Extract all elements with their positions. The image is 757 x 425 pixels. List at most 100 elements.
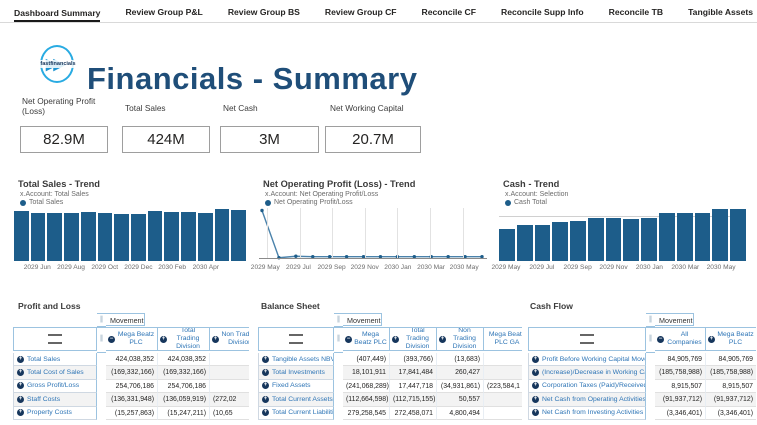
line-series[interactable] <box>259 208 487 261</box>
row-label[interactable]: + Corporation Taxes (Paid)/Received <box>528 379 646 394</box>
column-header[interactable]: + Total Trading Division <box>390 327 437 351</box>
expand-icon[interactable]: + <box>392 335 399 343</box>
row-label[interactable]: + Staff Costs <box>13 393 97 407</box>
row-label[interactable]: + Property Costs <box>13 406 97 420</box>
row-label[interactable]: + Total Sales <box>13 353 97 367</box>
chart-net-operating-profit-trend[interactable]: Net Operating Profit (Loss) - Trend x.Ac… <box>251 179 489 282</box>
bar[interactable] <box>659 213 675 261</box>
expand-icon[interactable]: + <box>708 335 715 343</box>
column-header[interactable]: − All Companies <box>655 327 706 351</box>
row-label[interactable]: + Total Current Liabilities <box>258 406 334 420</box>
expand-icon[interactable]: + <box>532 355 539 363</box>
tab-tangible-assets[interactable]: Tangible Assets <box>688 7 754 17</box>
expand-icon[interactable]: + <box>532 369 539 377</box>
row-label[interactable]: +Profit Before Working Capital Movement <box>528 353 646 367</box>
chart-total-sales-trend[interactable]: Total Sales - Trend x.Account: Total Sal… <box>12 179 248 282</box>
drag-handle-icon[interactable]: ∥ <box>334 313 343 327</box>
bar[interactable] <box>499 228 515 261</box>
row-label[interactable]: +(Increase)/Decrease in Working Capital <box>528 366 646 380</box>
bar[interactable] <box>694 212 711 261</box>
expand-icon[interactable]: + <box>212 335 219 343</box>
drag-handle-icon[interactable]: ∥ <box>334 327 343 353</box>
expand-icon[interactable]: + <box>262 395 269 403</box>
bar[interactable] <box>14 211 29 261</box>
bar[interactable] <box>231 210 246 261</box>
bar[interactable] <box>164 211 180 261</box>
tab-dashboard-summary[interactable]: Dashboard Summary <box>14 8 101 22</box>
bar[interactable] <box>64 213 79 261</box>
tab-review-group-p-l[interactable]: Review Group P&L <box>125 7 203 17</box>
expand-icon[interactable]: + <box>17 409 24 417</box>
chart-cash-trend[interactable]: Cash - Trend x.Account: Selection Cash T… <box>491 179 748 282</box>
bar[interactable] <box>641 218 658 261</box>
expand-icon[interactable]: + <box>17 369 24 377</box>
expand-icon[interactable]: + <box>532 409 539 417</box>
column-header[interactable]: + Mega Beatz PLC <box>706 327 756 351</box>
bar[interactable] <box>516 224 533 261</box>
matrix-cash-flow[interactable]: ∥ Movement ∥ − All Companies + Mega Beatz PLC +… <box>528 313 756 420</box>
expand-icon[interactable]: + <box>439 335 446 343</box>
expand-icon[interactable]: + <box>17 382 24 390</box>
bar[interactable] <box>552 222 569 261</box>
row-header-cell[interactable] <box>258 327 334 351</box>
expand-icon[interactable]: + <box>262 382 269 390</box>
column-header[interactable]: + Total Trading Division <box>158 327 210 351</box>
chart-plot-area[interactable] <box>14 208 246 261</box>
collapse-icon[interactable]: − <box>108 335 115 343</box>
bar[interactable] <box>47 213 63 261</box>
column-header[interactable]: +Non Trading Division <box>437 327 484 351</box>
expand-icon[interactable]: + <box>160 335 167 343</box>
drag-handle-icon[interactable]: ∥ <box>646 313 655 327</box>
bar[interactable] <box>605 217 622 261</box>
expand-icon[interactable]: + <box>532 382 539 390</box>
bar[interactable] <box>147 211 163 261</box>
row-label[interactable]: + Gross Profit/Loss <box>13 379 97 394</box>
row-header-cell[interactable] <box>13 327 97 351</box>
column-header[interactable]: +Non Trading Division <box>210 327 249 351</box>
bar[interactable] <box>587 218 604 261</box>
row-label[interactable]: + Total Cost of Sales <box>13 366 97 380</box>
bar[interactable] <box>131 213 146 261</box>
chart-plot-area[interactable] <box>259 208 487 261</box>
expand-icon[interactable]: + <box>262 409 269 417</box>
bar[interactable] <box>730 209 746 261</box>
row-label[interactable]: + Tangible Assets NBV <box>258 353 334 367</box>
bar[interactable] <box>80 211 96 261</box>
row-header-cell[interactable] <box>528 327 646 351</box>
bar[interactable] <box>30 213 46 261</box>
bar[interactable] <box>114 214 130 261</box>
tab-reconcile-tb[interactable]: Reconcile TB <box>608 7 664 17</box>
expand-icon[interactable]: + <box>532 395 539 403</box>
drag-handle-icon[interactable]: ∥ <box>97 313 106 327</box>
chart-plot-area[interactable] <box>499 208 746 261</box>
row-label[interactable]: + Fixed Assets <box>258 379 334 394</box>
matrix-profit-and-loss[interactable]: ∥ Movement ∥ − Mega Beatz PLC + Total Trading … <box>13 313 249 420</box>
bar[interactable] <box>676 213 693 261</box>
bar[interactable] <box>97 213 113 261</box>
tab-review-group-cf[interactable]: Review Group CF <box>324 7 397 17</box>
drag-handle-icon[interactable]: ∥ <box>97 327 106 353</box>
matrix-balance-sheet[interactable]: ∥ Movement ∥ − Mega Beatz PLC + Total Trading … <box>258 313 522 420</box>
row-label[interactable]: + Net Cash from Investing Activities <box>528 406 646 420</box>
column-header[interactable]: − Mega Beatz PLC <box>343 327 390 351</box>
expand-icon[interactable]: + <box>17 395 24 403</box>
tab-reconcile-supp-info[interactable]: Reconcile Supp Info <box>501 7 584 17</box>
expand-icon[interactable]: + <box>262 369 269 377</box>
column-header[interactable]: − Mega Beatz PLC <box>106 327 158 351</box>
bar[interactable] <box>570 221 586 261</box>
expand-icon[interactable]: + <box>17 355 24 363</box>
collapse-icon[interactable]: − <box>345 335 352 343</box>
collapse-icon[interactable]: − <box>657 335 664 343</box>
tab-reconcile-cf[interactable]: Reconcile CF <box>421 7 476 17</box>
row-label[interactable]: + Total Investments <box>258 366 334 380</box>
bar[interactable] <box>712 209 729 261</box>
tab-review-group-bs[interactable]: Review Group BS <box>227 7 300 17</box>
bar[interactable] <box>623 219 640 261</box>
expand-icon[interactable]: + <box>262 355 269 363</box>
column-header[interactable]: Mega Beatz PLC GA <box>484 327 522 351</box>
bar[interactable] <box>534 224 551 261</box>
bar[interactable] <box>181 212 196 261</box>
row-label[interactable]: + Net Cash from Operating Activities <box>528 393 646 407</box>
drag-handle-icon[interactable]: ∥ <box>646 327 655 353</box>
bar[interactable] <box>214 209 230 261</box>
